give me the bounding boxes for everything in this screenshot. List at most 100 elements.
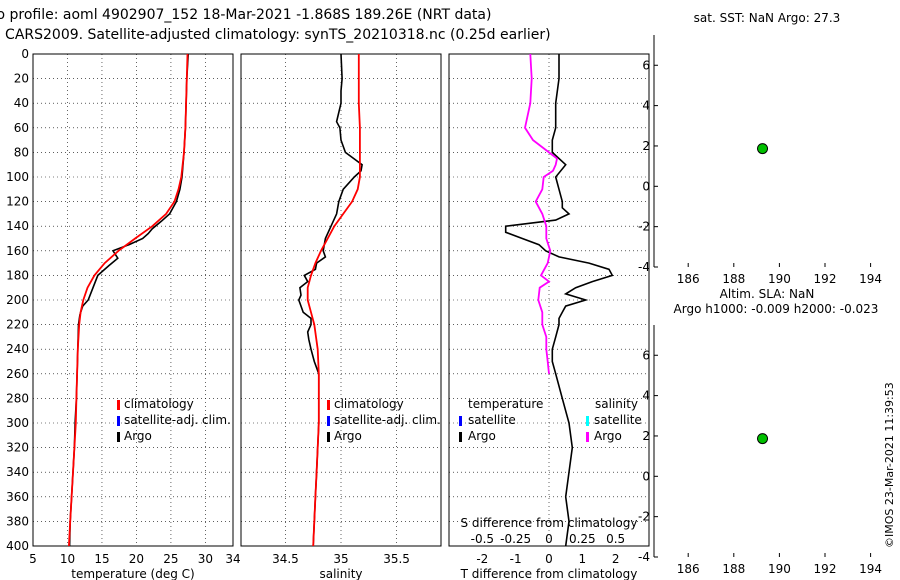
y-tick-label: 300	[6, 416, 29, 430]
depth-panel-difference: -2 -1 0 1 2 -0.5 -0.25 0 0.25 0.5 S difference fro…	[448, 53, 650, 580]
chart-panels: 0204060801001201401601802002202402602803…	[6, 35, 882, 580]
y-tick-label: 380	[6, 514, 29, 528]
y-tick-label: 6	[642, 348, 650, 362]
legend-swatch-climatology	[117, 400, 120, 410]
legend-swatch-satellite	[117, 416, 120, 426]
x-tick-label: 10	[60, 552, 75, 566]
y-tick-label: 40	[14, 96, 29, 110]
x-tick-label: 5	[29, 552, 37, 566]
x-tick-label: 190	[768, 272, 791, 286]
y-tick-label: 4	[642, 99, 650, 113]
depth-panel-salinity: 34.5 35 35.5 salinity	[240, 53, 442, 580]
legend-label-argo: Argo	[334, 429, 362, 443]
sla-scatter-panel: -4 -2 0 2 4 6 186 188 190 192 194	[638, 325, 882, 576]
legend-label-s-satellite: satellite	[594, 413, 642, 427]
y-tick-label: 360	[6, 490, 29, 504]
y-tick-label: 0	[642, 469, 650, 483]
legend-swatch-s-satellite	[586, 416, 589, 426]
secondary-axis-label: S difference from climatology	[461, 516, 638, 530]
profile-location-marker	[757, 143, 769, 155]
series-line-t-difference	[504, 54, 614, 547]
legend-heading-salinity: salinity	[595, 397, 638, 411]
figure-title-line2: Climatology: CARS2009. Satellite-adjuste…	[0, 27, 551, 43]
legend-swatch-t-argo	[459, 432, 462, 442]
y-tick-label: 2	[642, 139, 650, 153]
series-line-climatology	[306, 54, 361, 547]
x-axis-label: temperature (deg C)	[71, 567, 194, 580]
x-tick-label: 25	[163, 552, 178, 566]
y-tick-label: -4	[638, 550, 650, 564]
y-tick-label: 240	[6, 342, 29, 356]
x-tick-label: -1	[510, 552, 522, 566]
x-tick-label: 30	[198, 552, 213, 566]
legend-heading-temperature: temperature	[468, 397, 543, 411]
legend-swatch-argo	[327, 432, 330, 442]
x-tick-label: 192	[814, 562, 837, 576]
x-tick-label: 194	[859, 272, 882, 286]
x-tick-label: 34.5	[272, 552, 299, 566]
x-tick-label: 194	[859, 562, 882, 576]
legend-swatch-climatology	[327, 400, 330, 410]
y-tick-label: -2	[638, 220, 650, 234]
y-tick-label: 60	[14, 121, 29, 135]
legend-label-satellite: satellite-adj. clim.	[334, 413, 441, 427]
x-tick-label: 35.5	[383, 552, 410, 566]
y-tick-label: 200	[6, 293, 29, 307]
x-tick-label: 186	[677, 562, 700, 576]
x-axis-label: T difference from climatology	[460, 567, 638, 580]
x-tick-label: 20	[129, 552, 144, 566]
legend-label-t-argo: Argo	[468, 429, 496, 443]
x-tick-label: 188	[722, 562, 745, 576]
legend-swatch-t-satellite	[459, 416, 462, 426]
y-tick-label: 80	[14, 145, 29, 159]
series-line-s-difference	[524, 53, 558, 374]
y-tick-label: 2	[642, 429, 650, 443]
y-tick-label: 6	[642, 58, 650, 72]
x-tick-label: 2	[612, 552, 620, 566]
sst-panel-title: sat. SST: NaN Argo: 27.3	[694, 11, 841, 25]
y-tick-label: 20	[14, 72, 29, 86]
x-tick-label: 0	[545, 552, 553, 566]
y-tick-label: 400	[6, 539, 29, 553]
depth-panel-temperature: 0 20 40 60 80 100 120 140 160 180 200 220 240 260 280 3…	[6, 47, 241, 580]
temperature-legend: climatology satellite-adj. clim. Argo	[117, 397, 231, 443]
x-tick-label: 188	[722, 272, 745, 286]
sla-panel-subtitle: Argo h1000: -0.009 h2000: -0.023	[674, 302, 879, 316]
y-tick-label: 180	[6, 268, 29, 282]
x-tick-label: 1	[579, 552, 587, 566]
y-tick-label: 160	[6, 244, 29, 258]
legend-swatch-argo	[117, 432, 120, 442]
y-tick-label: -2	[638, 510, 650, 524]
y-tick-label: -4	[638, 260, 650, 274]
legend-label-satellite: satellite-adj. clim.	[124, 413, 231, 427]
x-tick-label-secondary: 0.25	[569, 532, 596, 546]
y-tick-label: 4	[642, 389, 650, 403]
figure-title-line1: Argo profile: aoml 4902907_152 18-Mar-20…	[0, 7, 491, 23]
y-tick-label: 260	[6, 367, 29, 381]
legend-label-argo: Argo	[124, 429, 152, 443]
sst-scatter-panel: -4 -2 0 2 4 6 186 188 190 192 194	[638, 35, 882, 286]
imos-watermark: ©IMOS 23-Mar-2021 11:39:53	[883, 382, 896, 548]
x-tick-label-secondary: -0.5	[471, 532, 494, 546]
x-tick-label: 35	[333, 552, 348, 566]
legend-swatch-satellite	[327, 416, 330, 426]
y-tick-label: 220	[6, 318, 29, 332]
y-tick-label: 320	[6, 441, 29, 455]
series-line-climatology	[68, 53, 189, 547]
legend-label-s-argo: Argo	[594, 429, 622, 443]
x-tick-label-secondary: 0.5	[606, 532, 625, 546]
x-tick-label: 15	[94, 552, 109, 566]
x-tick-label: 34	[225, 552, 240, 566]
x-tick-label: 190	[768, 562, 791, 576]
legend-label-t-satellite: satellite	[468, 413, 516, 427]
profile-location-marker	[757, 433, 769, 445]
salinity-legend: climatology satellite-adj. clim. Argo	[327, 397, 441, 443]
x-axis-label: salinity	[319, 567, 362, 580]
y-tick-label: 140	[6, 219, 29, 233]
difference-legend: temperature satellite Argo salinity sate…	[459, 397, 642, 443]
y-tick-label: 340	[6, 465, 29, 479]
sla-panel-title: Altim. SLA: NaN	[720, 287, 815, 301]
y-tick-label: 120	[6, 195, 29, 209]
x-tick-label: 192	[814, 272, 837, 286]
